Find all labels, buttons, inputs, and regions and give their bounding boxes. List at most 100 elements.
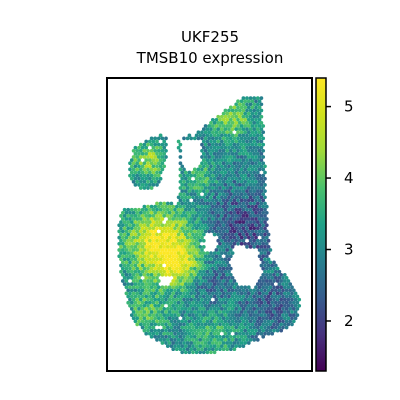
spot (189, 347, 194, 352)
spot (122, 282, 127, 286)
spot (252, 195, 257, 200)
spot (189, 272, 194, 277)
spot (201, 195, 206, 200)
spot (176, 282, 181, 286)
spot (246, 310, 251, 314)
spot (214, 167, 219, 172)
spot (257, 117, 262, 122)
spot (234, 220, 239, 224)
spot (207, 179, 212, 184)
spot (183, 338, 188, 342)
spot (171, 204, 176, 209)
spot (236, 316, 240, 321)
spot (165, 338, 170, 342)
spot (138, 260, 143, 265)
spot (219, 344, 224, 348)
spot (277, 276, 282, 280)
spot (214, 155, 219, 159)
spot (237, 288, 242, 293)
spot (259, 164, 264, 169)
spot (183, 288, 188, 293)
spot (248, 114, 253, 119)
spot (155, 214, 159, 218)
spot (196, 130, 201, 135)
spot (149, 334, 154, 339)
spot (239, 192, 244, 197)
spot (128, 297, 132, 302)
spot (196, 254, 201, 259)
spot (138, 248, 143, 252)
spot (230, 139, 235, 144)
spot (221, 192, 226, 197)
spot (230, 195, 235, 200)
spot (129, 245, 134, 249)
spot (158, 238, 163, 243)
spot (250, 229, 255, 234)
spot (201, 338, 206, 342)
spot (241, 288, 246, 293)
spot (187, 245, 192, 249)
spot (138, 279, 143, 283)
spot (200, 235, 204, 240)
spot (196, 229, 201, 234)
spot (290, 316, 294, 321)
spot (228, 142, 233, 147)
spot (164, 223, 168, 228)
spot (257, 279, 262, 283)
spot (286, 297, 291, 302)
spot (126, 282, 131, 286)
spot (183, 207, 188, 212)
spot (241, 325, 246, 330)
spot (160, 334, 165, 339)
spot (261, 248, 266, 252)
spot (142, 328, 147, 333)
spot (221, 198, 226, 203)
spot (169, 307, 174, 311)
spot (272, 297, 276, 302)
spot (210, 347, 215, 352)
spot (162, 307, 167, 311)
spot (135, 285, 140, 290)
spot (160, 248, 165, 252)
spot (146, 223, 150, 228)
spot (290, 322, 294, 327)
spot (207, 291, 212, 296)
spot (264, 217, 269, 221)
spot (147, 307, 152, 311)
spot (241, 201, 246, 206)
spot (138, 223, 143, 228)
spot (221, 328, 226, 333)
spot (243, 124, 248, 128)
spot (167, 316, 172, 321)
spot (194, 294, 199, 299)
spot (246, 241, 251, 246)
spot (156, 266, 161, 271)
spot (191, 276, 195, 280)
spot (216, 189, 221, 193)
spot (151, 282, 156, 286)
spot (284, 294, 289, 299)
spot (214, 179, 219, 184)
spot (147, 319, 152, 324)
spot (156, 291, 161, 296)
spot (149, 297, 154, 302)
spot (221, 136, 226, 141)
spot (241, 300, 246, 305)
spot (221, 204, 226, 209)
spot (236, 124, 240, 128)
spot (205, 263, 210, 268)
spot (153, 303, 158, 308)
spot (192, 223, 197, 228)
spot (187, 195, 192, 200)
spot (167, 322, 172, 327)
spot (282, 297, 287, 302)
spot (158, 176, 163, 181)
spot (149, 142, 154, 147)
spot (227, 114, 231, 119)
spot (142, 272, 147, 277)
colorbar (315, 77, 327, 372)
spot (144, 145, 149, 150)
spot (239, 161, 244, 166)
spot (228, 136, 233, 141)
spot (232, 322, 237, 327)
